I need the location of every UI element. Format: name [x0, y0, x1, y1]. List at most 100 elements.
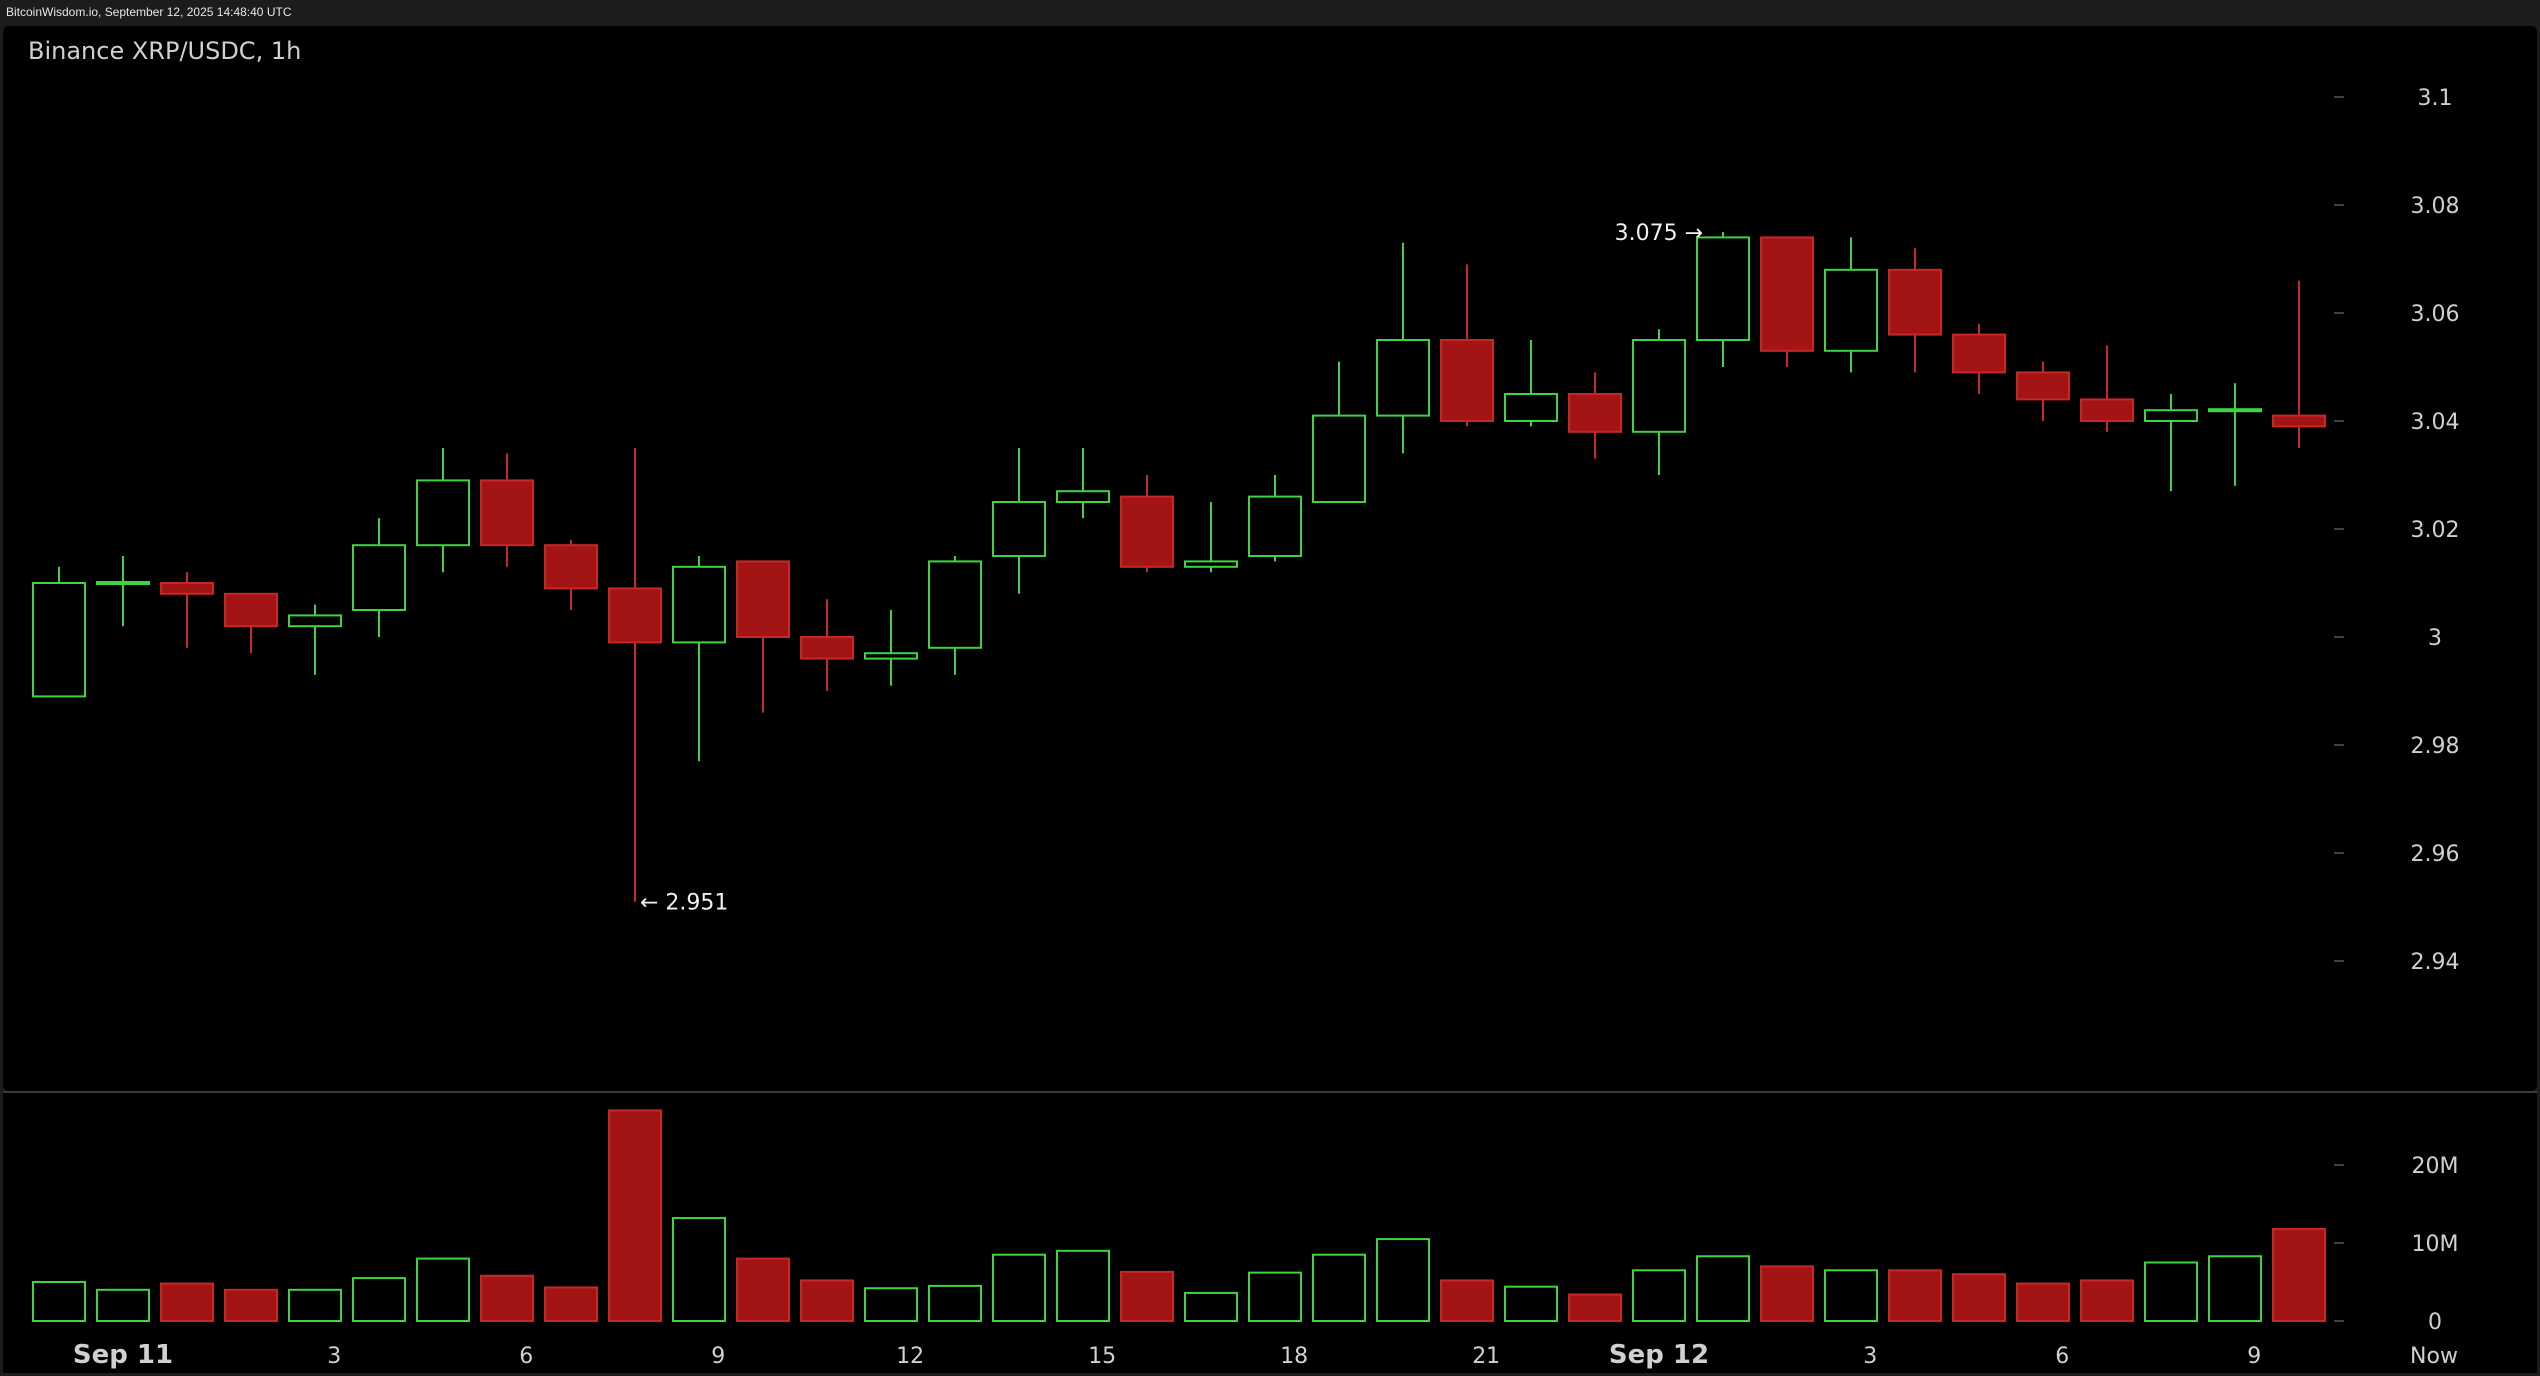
candle: [2080, 345, 2134, 432]
time-tick-label: 12: [896, 1344, 924, 1369]
candle-body: [96, 581, 150, 585]
candle-body: [1632, 339, 1686, 433]
candle: [288, 604, 342, 675]
candle-body: [1696, 236, 1750, 341]
candle-body: [1824, 268, 1878, 352]
candle: [1952, 323, 2006, 394]
candle-body: [352, 544, 406, 612]
candle: [2272, 280, 2326, 448]
volume-axis: 20M 10M 0: [2334, 1154, 2458, 1335]
candle-body: [928, 560, 982, 649]
time-tick-label: 3: [327, 1344, 341, 1369]
candle-body: [1504, 393, 1558, 422]
price-annotation: ← 2.951: [640, 891, 728, 916]
time-tick-label: 15: [1088, 1344, 1116, 1369]
candles: [32, 232, 2326, 902]
candle-body: [864, 652, 918, 660]
candle: [2208, 383, 2262, 486]
candle-body: [160, 582, 214, 595]
candle: [800, 599, 854, 691]
candle: [736, 560, 790, 713]
volume-bar: [1824, 1269, 1878, 1323]
volume-bar: [160, 1282, 214, 1323]
price-tick-label: 2.98: [2411, 734, 2460, 759]
time-tick-label: 3: [1863, 1344, 1877, 1369]
candle-body: [544, 544, 598, 590]
candle-body: [608, 587, 662, 644]
candle: [992, 448, 1046, 594]
volume-bar: [992, 1253, 1046, 1322]
candle-body: [1056, 490, 1110, 504]
candle-body: [1568, 393, 1622, 433]
volume-bar: [544, 1286, 598, 1322]
time-axis-bg: [3, 1323, 2537, 1373]
volume-bar: [2144, 1261, 2198, 1322]
volume-bar: [1632, 1269, 1686, 1323]
volume-tick-label: 0: [2428, 1310, 2442, 1335]
candle: [608, 448, 662, 902]
candle-body: [1248, 495, 1302, 558]
price-axis: 3.1 3.08 3.06 3.04 3.02 3 2.98 2.96 2.94: [2334, 86, 2459, 975]
volume-bar: [1440, 1279, 1494, 1322]
candle-body: [672, 565, 726, 644]
price-tick-label: 3: [2428, 626, 2442, 651]
candle-body: [800, 636, 854, 660]
volume-bar: [2208, 1255, 2262, 1323]
volume-bar: [608, 1109, 662, 1323]
volume-bar: [1184, 1291, 1238, 1323]
volume-bar: [2016, 1282, 2070, 1323]
watermark: BitcoinWisdom.io, September 12, 2025 14:…: [6, 5, 292, 19]
price-tick-label: 2.96: [2411, 842, 2460, 867]
candle: [864, 610, 918, 686]
candle-body: [2016, 371, 2070, 401]
candle: [1120, 475, 1174, 573]
candle: [352, 518, 406, 637]
candle: [1248, 475, 1302, 562]
candle: [1696, 232, 1750, 367]
candle-body: [1184, 560, 1238, 568]
volume-bar: [1888, 1269, 1942, 1323]
volume-tick-label: 10M: [2412, 1232, 2459, 1257]
price-tick-label: 3.06: [2411, 302, 2460, 327]
candle: [928, 556, 982, 675]
price-tick-label: 3.08: [2411, 194, 2460, 219]
candle-body: [1376, 339, 1430, 417]
candle-body: [1888, 268, 1942, 336]
volume-bar: [1504, 1285, 1558, 1323]
volume-bar: [32, 1281, 86, 1322]
candle: [416, 448, 470, 573]
volume-bar: [1376, 1238, 1430, 1322]
time-axis: Sep 11 3 6 9 12 15 18 21 Sep 12 3 6 9 Now: [73, 1340, 2458, 1370]
candle: [1184, 502, 1238, 573]
price-tick-label: 3.02: [2411, 518, 2460, 543]
volume-bar: [1696, 1255, 1750, 1323]
candle: [96, 556, 150, 627]
volume-bar: [352, 1277, 406, 1322]
candle-body: [736, 560, 790, 639]
candle: [2016, 361, 2070, 421]
time-tick-label: Now: [2410, 1344, 2458, 1369]
price-tick-label: 3.04: [2411, 410, 2460, 435]
volume-bar: [864, 1287, 918, 1322]
volume-bar: [480, 1274, 534, 1323]
time-tick-label: Sep 12: [1609, 1340, 1709, 1370]
candle-body: [288, 614, 342, 628]
candle-body: [1760, 236, 1814, 352]
candle: [1824, 237, 1878, 373]
candle: [672, 556, 726, 762]
time-tick-label: 18: [1280, 1344, 1308, 1369]
volume-bar: [288, 1288, 342, 1323]
time-tick-label: Sep 11: [73, 1340, 173, 1370]
candle: [1632, 329, 1686, 475]
volume-bar: [800, 1279, 854, 1322]
candle: [1440, 264, 1494, 427]
candle: [1760, 236, 1814, 367]
time-tick-label: 6: [2055, 1344, 2069, 1369]
candle: [1568, 372, 1622, 459]
volume-bars: [32, 1109, 2326, 1323]
volume-bar: [2080, 1279, 2134, 1322]
candle: [1888, 248, 1942, 373]
volume-bar: [1568, 1293, 1622, 1322]
time-tick-label: 21: [1472, 1344, 1500, 1369]
